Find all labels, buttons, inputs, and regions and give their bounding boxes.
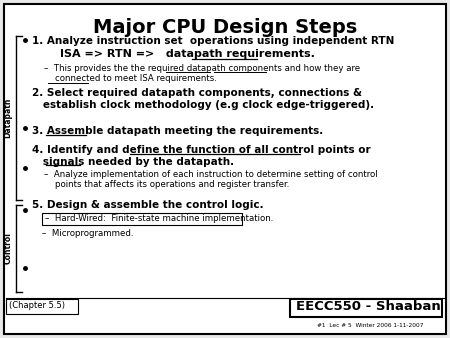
Text: 3. Assemble datapath meeting the requirements.: 3. Assemble datapath meeting the require… — [32, 126, 323, 136]
Bar — [6, 299, 78, 314]
Text: Control: Control — [4, 233, 13, 264]
Text: Major CPU Design Steps: Major CPU Design Steps — [93, 18, 357, 37]
Text: 1. Analyze instruction set  operations using independent RTN: 1. Analyze instruction set operations us… — [32, 36, 394, 46]
Text: 5. Design & assemble the control logic.: 5. Design & assemble the control logic. — [32, 200, 264, 210]
Bar — [290, 299, 442, 317]
Text: #1  Lec # 5  Winter 2006 1-11-2007: #1 Lec # 5 Winter 2006 1-11-2007 — [317, 323, 423, 328]
Text: 2. Select required datapath components, connections &
   establish clock methodo: 2. Select required datapath components, … — [32, 88, 374, 110]
Text: 4. Identify and define the function of all control points or
   signals needed b: 4. Identify and define the function of a… — [32, 145, 371, 167]
Text: –  Hard-Wired:  Finite-state machine implementation.: – Hard-Wired: Finite-state machine imple… — [45, 214, 274, 223]
Bar — [42, 213, 242, 225]
Text: ISA => RTN =>   datapath requirements.: ISA => RTN => datapath requirements. — [60, 49, 315, 59]
Text: –  This provides the the required datapath components and how they are
    conne: – This provides the the required datapat… — [44, 64, 360, 83]
Text: EECC550 - Shaaban: EECC550 - Shaaban — [296, 300, 441, 313]
Text: (Chapter 5.5): (Chapter 5.5) — [9, 301, 65, 310]
Text: –  Analyze implementation of each instruction to determine setting of control
  : – Analyze implementation of each instruc… — [44, 170, 378, 189]
Text: Datapath: Datapath — [4, 98, 13, 138]
Text: –  Microprogrammed.: – Microprogrammed. — [42, 229, 134, 238]
